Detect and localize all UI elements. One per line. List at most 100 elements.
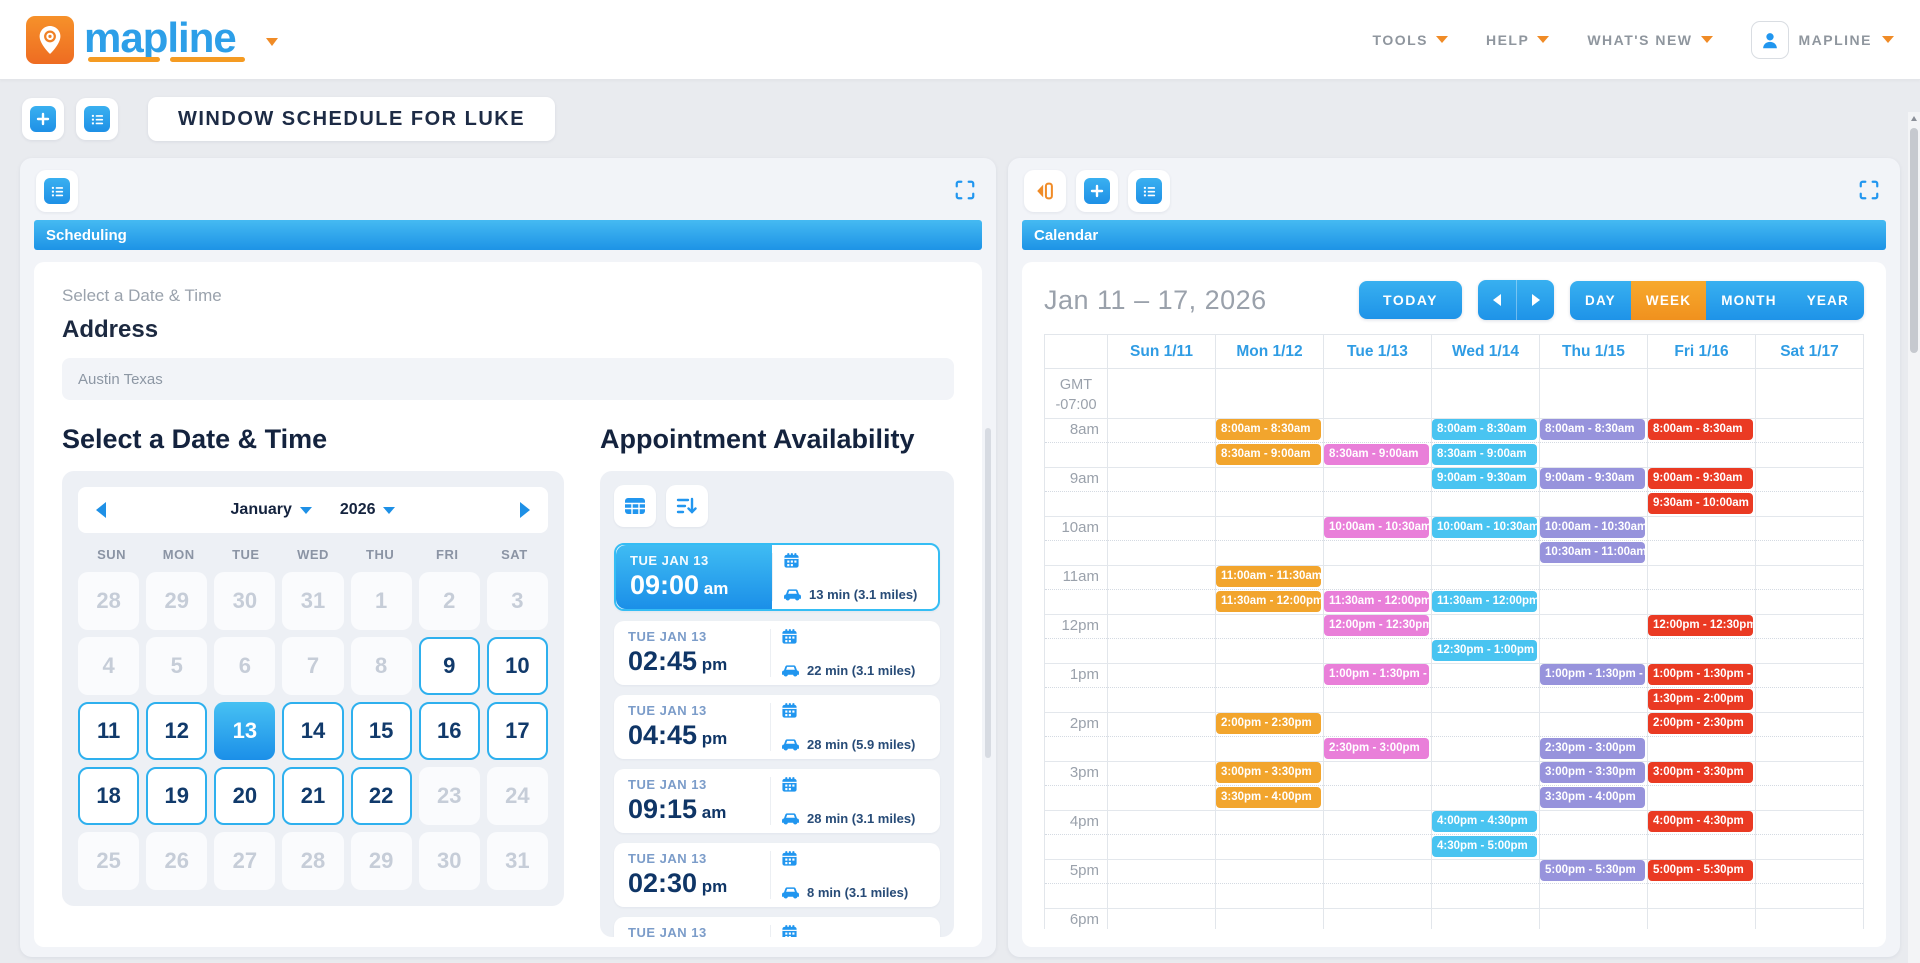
calendar-event[interactable]: 9:00am - 9:30am <box>1540 468 1645 489</box>
calendar-event[interactable]: 9:00am - 9:30am <box>1432 468 1537 489</box>
appointment-slot[interactable]: TUE JAN 13 09:15 am 28 min (3.1 miles) <box>614 769 940 833</box>
chevron-down-icon[interactable] <box>265 37 278 46</box>
address-input[interactable] <box>62 358 954 400</box>
scrollbar-thumb[interactable] <box>1910 128 1918 353</box>
appointment-slot[interactable]: TUE JAN 13 04:45 pm 28 min (5.9 miles) <box>614 695 940 759</box>
nav-tools[interactable]: TOOLS <box>1373 32 1448 48</box>
calendar-event[interactable]: 3:00pm - 3:30pm <box>1216 762 1321 783</box>
nav-whats-new[interactable]: WHAT'S NEW <box>1587 32 1713 48</box>
mini-calendar-day-19[interactable]: 19 <box>146 767 208 825</box>
calendar-event[interactable]: 5:00pm - 5:30pm <box>1648 860 1753 881</box>
calendar-event[interactable]: 2:30pm - 3:00pm <box>1540 737 1645 759</box>
day-header[interactable]: Mon 1/12 <box>1215 335 1323 368</box>
prev-month-icon[interactable] <box>96 502 106 518</box>
calendar-list-button[interactable] <box>1128 170 1170 212</box>
calendar-event[interactable]: 2:00pm - 2:30pm <box>1648 713 1753 734</box>
mini-calendar-day-20[interactable]: 20 <box>214 767 276 825</box>
calendar-event[interactable]: 10:00am - 10:30am <box>1540 517 1645 538</box>
calendar-event[interactable]: 1:00pm - 1:30pm - <box>1324 664 1429 685</box>
scheduling-tab[interactable]: Scheduling <box>34 220 982 250</box>
calendar-tab[interactable]: Calendar <box>1022 220 1886 250</box>
calendar-event[interactable]: 11:30am - 12:00pm <box>1432 590 1537 612</box>
add-button[interactable] <box>22 98 64 140</box>
day-header[interactable]: Fri 1/16 <box>1647 335 1755 368</box>
calendar-event[interactable]: 1:30pm - 2:00pm <box>1648 688 1753 710</box>
calendar-event[interactable]: 1:00pm - 1:30pm - <box>1540 664 1645 685</box>
calendar-event[interactable]: 10:00am - 10:30am <box>1324 517 1429 538</box>
day-header[interactable]: Sun 1/11 <box>1107 335 1215 368</box>
next-week-button[interactable] <box>1516 280 1554 320</box>
next-month-icon[interactable] <box>520 502 530 518</box>
calendar-event[interactable]: 3:00pm - 3:30pm <box>1648 762 1753 783</box>
calendar-event[interactable]: 10:30am - 11:00am <box>1540 541 1645 563</box>
day-header[interactable]: Thu 1/15 <box>1539 335 1647 368</box>
calendar-event[interactable]: 8:30am - 9:00am <box>1432 443 1537 465</box>
account-menu[interactable]: MAPLINE <box>1750 20 1894 59</box>
calendar-event[interactable]: 11:30am - 12:00pm <box>1324 590 1429 612</box>
calendar-event[interactable]: 3:30pm - 4:00pm <box>1540 786 1645 808</box>
calendar-event[interactable]: 9:00am - 9:30am <box>1648 468 1753 489</box>
mini-calendar-day-10[interactable]: 10 <box>486 637 548 695</box>
nav-help[interactable]: HELP <box>1486 32 1550 48</box>
calendar-event[interactable]: 2:30pm - 3:00pm <box>1324 737 1429 759</box>
calendar-event[interactable]: 5:00pm - 5:30pm <box>1540 860 1645 881</box>
collapse-panel-button[interactable] <box>1024 170 1066 212</box>
calendar-event[interactable]: 8:30am - 9:00am <box>1324 443 1429 465</box>
calendar-event[interactable]: 10:00am - 10:30am <box>1432 517 1537 538</box>
appointment-slot[interactable]: TUE JAN 13 02:45 pm 22 min (3.1 miles) <box>614 621 940 685</box>
fullscreen-icon[interactable] <box>950 176 980 206</box>
mini-calendar-day-18[interactable]: 18 <box>78 767 140 825</box>
appointment-slot[interactable]: TUE JAN 13 <box>614 917 940 937</box>
page-scrollbar[interactable] <box>1908 112 1920 963</box>
table-view-button[interactable] <box>614 485 656 527</box>
appointment-slot[interactable]: TUE JAN 13 02:30 pm 8 min (3.1 miles) <box>614 843 940 907</box>
month-select[interactable]: January <box>231 501 312 519</box>
add-event-button[interactable] <box>1076 170 1118 212</box>
calendar-event[interactable]: 8:00am - 8:30am <box>1648 419 1753 440</box>
mini-calendar-day-12[interactable]: 12 <box>146 702 208 760</box>
view-year-button[interactable]: YEAR <box>1791 280 1864 320</box>
calendar-event[interactable]: 8:30am - 9:00am <box>1216 443 1321 465</box>
mini-calendar-day-15[interactable]: 15 <box>350 702 412 760</box>
calendar-event[interactable]: 9:30am - 10:00am <box>1648 492 1753 514</box>
calendar-event[interactable]: 2:00pm - 2:30pm <box>1216 713 1321 734</box>
calendar-event[interactable]: 11:30am - 12:00pm <box>1216 590 1321 612</box>
mini-calendar-day-11[interactable]: 11 <box>78 702 140 760</box>
view-week-button[interactable]: WEEK <box>1630 280 1707 320</box>
day-header[interactable]: Tue 1/13 <box>1323 335 1431 368</box>
calendar-event[interactable]: 4:30pm - 5:00pm <box>1432 835 1537 857</box>
calendar-event[interactable]: 4:00pm - 4:30pm <box>1648 811 1753 832</box>
calendar-event[interactable]: 8:00am - 8:30am <box>1432 419 1537 440</box>
today-button[interactable]: TODAY <box>1359 281 1462 319</box>
fullscreen-icon[interactable] <box>1854 176 1884 206</box>
panel-list-button[interactable] <box>36 170 78 212</box>
calendar-event[interactable]: 8:00am - 8:30am <box>1216 419 1321 440</box>
calendar-event[interactable]: 12:00pm - 12:30pm <box>1324 615 1429 636</box>
scroll-up-icon[interactable] <box>1911 116 1917 121</box>
sort-button[interactable] <box>666 485 708 527</box>
mini-calendar-day-17[interactable]: 17 <box>486 702 548 760</box>
mini-calendar-day-21[interactable]: 21 <box>282 767 344 825</box>
calendar-event[interactable]: 3:30pm - 4:00pm <box>1216 786 1321 808</box>
calendar-event[interactable]: 4:00pm - 4:30pm <box>1432 811 1537 832</box>
calendar-event[interactable]: 1:00pm - 1:30pm - <box>1648 664 1753 685</box>
panel-scrollbar[interactable] <box>985 428 991 758</box>
view-day-button[interactable]: DAY <box>1570 280 1631 320</box>
mini-calendar-day-16[interactable]: 16 <box>418 702 480 760</box>
appointment-slot[interactable]: TUE JAN 13 09:00 am 13 min (3.1 miles) <box>614 543 940 611</box>
prev-week-button[interactable] <box>1478 280 1516 320</box>
view-month-button[interactable]: MONTH <box>1706 280 1792 320</box>
year-select[interactable]: 2026 <box>340 501 396 519</box>
brand-logo[interactable]: mapline <box>26 15 278 64</box>
calendar-event[interactable]: 12:30pm - 1:00pm <box>1432 639 1537 661</box>
calendar-event[interactable]: 11:00am - 11:30am <box>1216 566 1321 587</box>
day-header[interactable]: Wed 1/14 <box>1431 335 1539 368</box>
mini-calendar-day-9[interactable]: 9 <box>418 637 480 695</box>
mini-calendar-day-22[interactable]: 22 <box>350 767 412 825</box>
calendar-event[interactable]: 12:00pm - 12:30pm <box>1648 615 1753 636</box>
calendar-event[interactable]: 3:00pm - 3:30pm <box>1540 762 1645 783</box>
day-header[interactable]: Sat 1/17 <box>1755 335 1863 368</box>
calendar-event[interactable]: 8:00am - 8:30am <box>1540 419 1645 440</box>
mini-calendar-day-13[interactable]: 13 <box>214 702 276 760</box>
list-view-button[interactable] <box>76 98 118 140</box>
